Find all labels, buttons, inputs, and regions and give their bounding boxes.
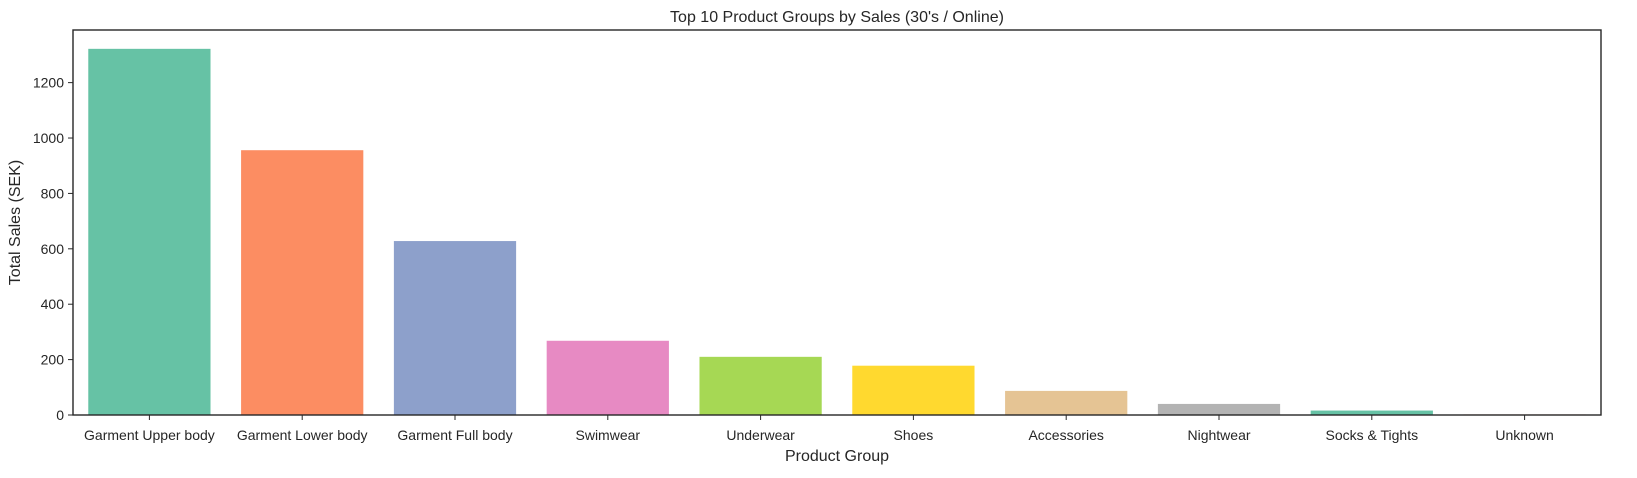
x-axis-ticks: Garment Upper body Garment Lower body Garm…	[84, 415, 1554, 443]
bar-nightwear	[1157, 403, 1281, 415]
bars	[88, 48, 1586, 416]
x-tick-label: Unknown	[1495, 427, 1553, 443]
bar-accessories	[1005, 390, 1128, 415]
y-tick-label: 1200	[33, 75, 64, 91]
bar-swimwear	[546, 340, 669, 415]
x-tick-label: Nightwear	[1187, 427, 1250, 443]
x-tick-label: Garment Lower body	[237, 427, 368, 443]
bar-garment-lower-body	[241, 150, 364, 416]
bar-socks-tights	[1310, 410, 1433, 415]
y-axis-label: Total Sales (SEK)	[7, 160, 24, 285]
chart-title: Top 10 Product Groups by Sales (30's / O…	[670, 9, 1004, 26]
y-tick-label: 200	[41, 352, 65, 368]
y-tick-label: 400	[41, 296, 65, 312]
x-tick-label: Accessories	[1028, 427, 1103, 443]
x-tick-label: Underwear	[726, 427, 795, 443]
y-tick-label: 1000	[33, 130, 64, 146]
y-axis-ticks: 0 200 400 600 800 1000 1200	[33, 75, 73, 423]
x-tick-label: Socks & Tights	[1326, 427, 1419, 443]
y-tick-label: 0	[56, 407, 64, 423]
bar-underwear	[699, 356, 822, 415]
bar-shoes	[852, 365, 975, 415]
bar-garment-full-body	[393, 241, 517, 415]
plot-frame	[72, 29, 1602, 416]
y-tick-label: 800	[41, 185, 65, 201]
x-tick-label: Swimwear	[576, 427, 641, 443]
y-tick-label: 600	[41, 241, 65, 257]
bar-garment-upper-body	[88, 48, 211, 415]
x-tick-label: Garment Upper body	[84, 427, 215, 443]
x-tick-label: Shoes	[894, 427, 934, 443]
x-axis-label: Product Group	[785, 448, 889, 465]
x-tick-label: Garment Full body	[397, 427, 512, 443]
